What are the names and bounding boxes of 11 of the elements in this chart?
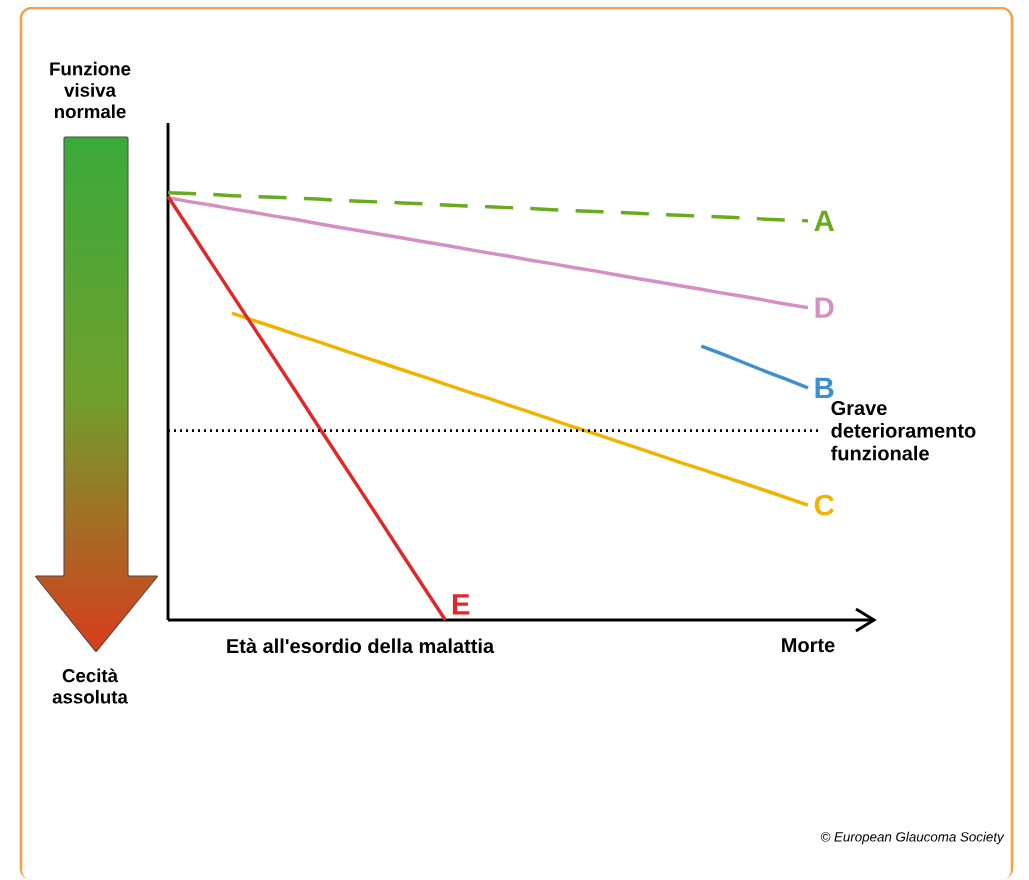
text: Cecità assoluta — [52, 668, 128, 704]
series-label: D — [815, 297, 834, 318]
series-label: C — [814, 494, 834, 516]
text: Funzione visiva normale — [50, 61, 131, 119]
ref-line-label: Grave deterioramento funzionale — [831, 400, 976, 461]
text: © European Glaucoma Society — [820, 831, 1005, 845]
series-label: B — [815, 377, 834, 399]
x-tick-label: Età all'esordio della malattia — [227, 638, 495, 654]
x-tick-label: Morte — [782, 638, 835, 653]
series-label: A — [814, 210, 835, 231]
series-label: E — [452, 594, 470, 615]
